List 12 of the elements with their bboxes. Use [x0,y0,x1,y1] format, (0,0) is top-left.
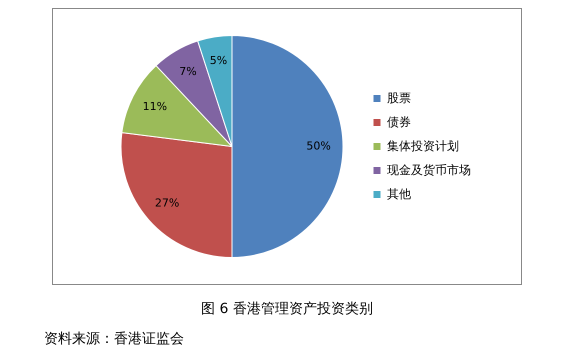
legend-label: 债券 [387,114,411,129]
legend-label: 集体投资计划 [387,138,459,153]
text: 资料来源：香港证监会 [44,330,184,348]
data-label: 5% [210,54,228,67]
text: 图 6 香港管理资产投资类别 [200,300,374,318]
data-label: 27% [154,196,180,210]
legend-label: 现金及货币市场 [387,162,471,177]
data-label: 50% [306,139,331,152]
legend-label: 其他 [387,186,411,201]
legend-label: 股票 [387,90,411,105]
data-label: 11% [142,100,168,114]
data-label: 7% [179,64,197,78]
